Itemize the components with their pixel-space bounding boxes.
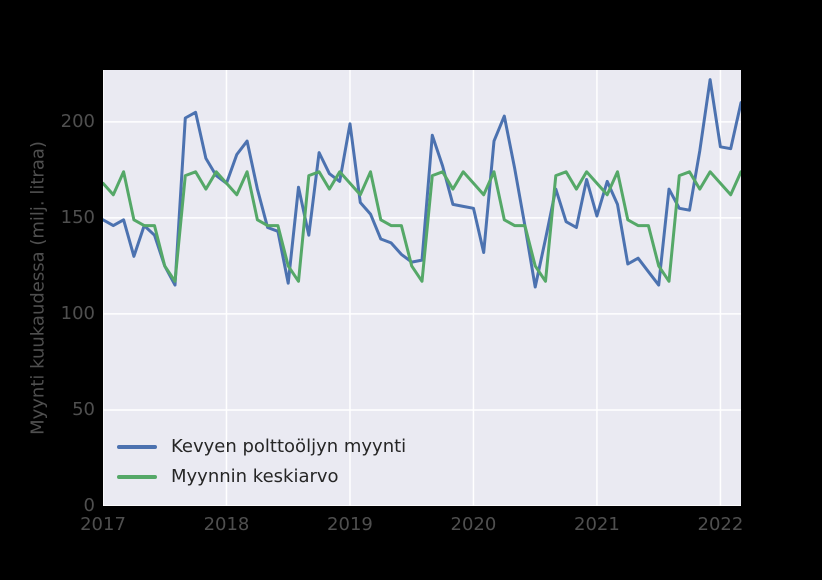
y-tick-label: 0 <box>83 495 95 516</box>
y-tick-label: 50 <box>72 398 95 420</box>
line-kevyen-polttooljyn-myynti <box>103 78 741 289</box>
x-tick-label: 2018 <box>203 514 250 535</box>
legend: Kevyen polttoöljyn myynti Myynnin keskia… <box>117 436 406 488</box>
legend-swatch-blue-line <box>117 445 157 449</box>
legend-item-myynnin-keskiarvo: Myynnin keskiarvo <box>117 466 406 488</box>
plot-area: Kevyen polttoöljyn myynti Myynnin keskia… <box>103 70 741 506</box>
x-tick-label: 2021 <box>574 514 620 535</box>
legend-swatch-green-line <box>117 475 157 479</box>
plot-canvas <box>103 70 741 506</box>
y-tick-label: 150 <box>60 206 95 228</box>
x-tick-label: 2022 <box>697 514 744 535</box>
y-tick-label: 200 <box>60 110 95 132</box>
y-axis-label: Myynti kuukaudessa (milj. litraa) <box>27 141 49 435</box>
line-myynnin-keskiarvo <box>103 170 741 283</box>
legend-label: Kevyen polttoöljyn myynti <box>171 436 407 457</box>
legend-item-kevyen-polttooljyn-myynti: Kevyen polttoöljyn myynti <box>117 436 406 458</box>
legend-label: Myynnin keskiarvo <box>171 466 339 487</box>
y-tick-label: 100 <box>60 302 95 324</box>
x-tick-label: 2020 <box>450 514 497 535</box>
x-tick-label: 2019 <box>327 514 373 535</box>
x-tick-label: 2017 <box>80 514 126 535</box>
